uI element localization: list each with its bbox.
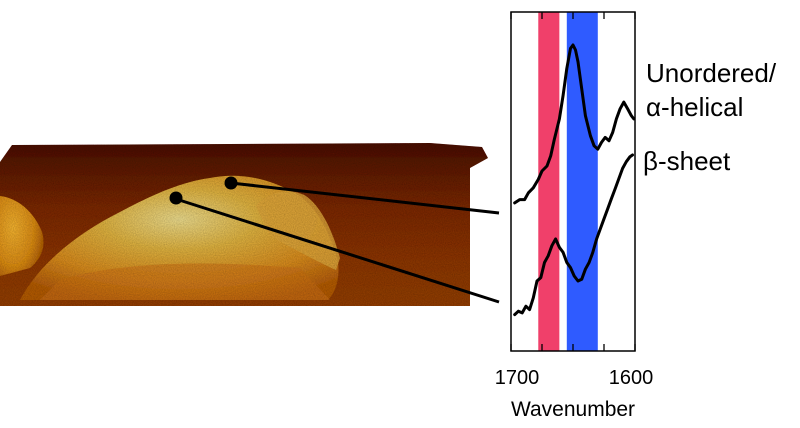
series-line-unordered <box>513 43 636 205</box>
afm-left-mound <box>0 196 44 276</box>
band-helix <box>566 12 598 351</box>
probe-marker-unordered <box>224 176 238 190</box>
afm-right-lobe <box>256 191 340 270</box>
spectrum-chart: 1700 1600 Wavenumber <box>495 11 654 421</box>
probe-connectors <box>169 176 500 304</box>
tick-layer <box>510 12 636 351</box>
series-line-beta <box>513 153 634 317</box>
series-label-beta: β-sheet <box>643 146 731 176</box>
x-tick-label-1700: 1700 <box>495 367 540 389</box>
connector-line-beta <box>175 197 500 304</box>
x-tick-label-1600: 1600 <box>609 367 654 389</box>
probe-marker-beta <box>169 191 183 205</box>
afm-topography-image <box>0 143 488 306</box>
connector-line-unordered <box>230 181 500 215</box>
series-layer <box>513 43 636 317</box>
series-label-unordered: Unordered/ α-helical <box>646 58 783 122</box>
x-axis-label: Wavenumber <box>511 398 635 421</box>
band-beta <box>538 12 560 351</box>
